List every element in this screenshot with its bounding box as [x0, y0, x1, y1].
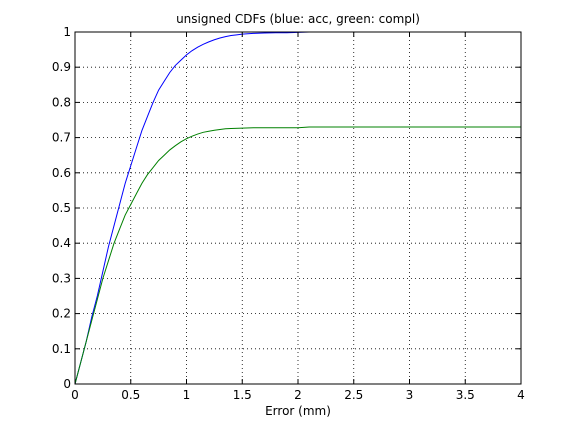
y-tick-label: 0.3: [52, 271, 71, 285]
x-tick-label: 1.5: [233, 388, 252, 402]
y-tick-label: 0: [63, 377, 71, 391]
series-layer: [74, 31, 521, 385]
series-line-1: [74, 126, 521, 385]
x-tick-label: 3.5: [456, 388, 475, 402]
y-tick-label: 0.2: [52, 307, 71, 321]
x-axis-label: Error (mm): [265, 404, 331, 418]
y-tick-label: 0.6: [52, 166, 71, 180]
y-tick-label: 0.4: [52, 236, 71, 250]
ticks: [74, 31, 522, 385]
x-tick-label: 3: [406, 388, 414, 402]
y-tick-label: 1: [63, 25, 71, 39]
x-tick-labels: 0 0.5 1 1.5 2 2.5 3 3.5 4: [71, 388, 525, 402]
grid-lines: [75, 32, 521, 384]
x-tick-label: 1: [183, 388, 191, 402]
x-tick-label: 0: [71, 388, 79, 402]
x-tick-label: 4: [517, 388, 525, 402]
y-tick-label: 0.1: [52, 342, 71, 356]
x-tick-label: 0.5: [121, 388, 140, 402]
series-line-0: [74, 31, 521, 385]
y-tick-label: 0.7: [52, 131, 71, 145]
y-tick-labels: 0 0.1 0.2 0.3 0.4 0.5 0.6 0.7 0.8 0.9 1: [52, 25, 71, 391]
y-tick-label: 0.8: [52, 95, 71, 109]
y-tick-label: 0.5: [52, 201, 71, 215]
chart-title: unsigned CDFs (blue: acc, green: compl): [176, 12, 420, 26]
y-tick-label: 0.9: [52, 60, 71, 74]
x-tick-label: 2: [294, 388, 302, 402]
x-tick-label: 2.5: [344, 388, 363, 402]
